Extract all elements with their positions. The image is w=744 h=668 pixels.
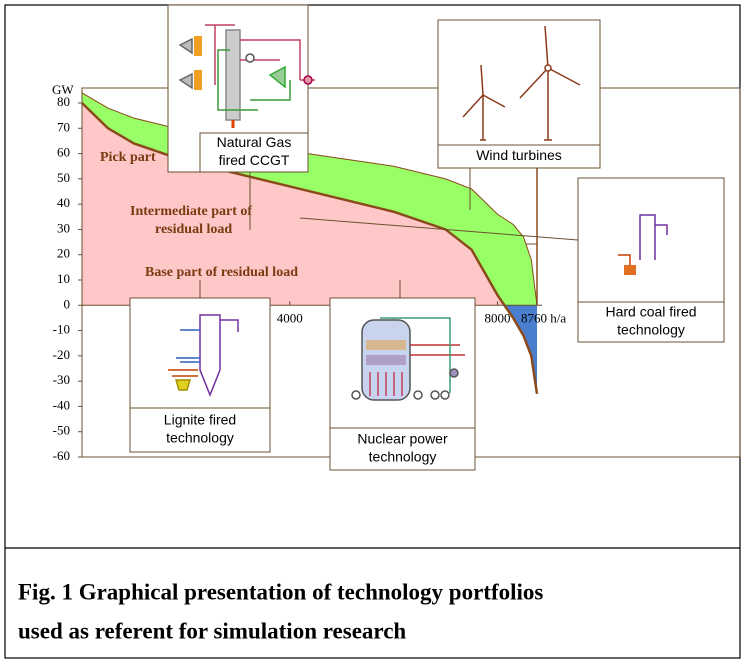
- annotation: Pick part: [100, 150, 156, 165]
- y-tick-label: -40: [53, 397, 70, 412]
- box-label: fired CCGT: [219, 152, 290, 168]
- y-tick-label: -60: [53, 448, 70, 463]
- y-tick-label: 0: [64, 296, 71, 311]
- y-tick-label: 30: [57, 220, 70, 235]
- box-label: Wind turbines: [476, 147, 562, 163]
- box-label: technology: [617, 322, 685, 338]
- x-tick-label: 8760 h/a: [521, 310, 566, 325]
- x-tick-label: 8000: [485, 310, 511, 325]
- annotation: Base part of residual load: [145, 265, 298, 280]
- box-label: Hard coal fired: [605, 304, 696, 320]
- tech-box: [438, 20, 600, 168]
- y-tick-label: 60: [57, 145, 70, 160]
- y-tick-label: 10: [57, 271, 70, 286]
- y-tick-label: 70: [57, 119, 70, 134]
- box-label: Natural Gas: [217, 134, 292, 150]
- caption: used as referent for simulation research: [18, 618, 406, 643]
- box-label: Nuclear power: [357, 431, 448, 447]
- figure: GW-60-50-40-30-20-1001020304050607080400…: [0, 0, 744, 663]
- y-tick-label: 80: [57, 94, 70, 109]
- caption: Fig. 1 Graphical presentation of technol…: [18, 579, 543, 604]
- y-tick-label: 20: [57, 246, 70, 261]
- y-tick-label: -20: [53, 347, 70, 362]
- y-tick-label: -50: [53, 423, 70, 438]
- y-tick-label: 40: [57, 195, 70, 210]
- box-label: technology: [369, 449, 437, 465]
- annotation: residual load: [155, 222, 232, 237]
- y-tick-label: -10: [53, 322, 70, 337]
- annotation: Intermediate part of: [130, 204, 252, 219]
- y-tick-label: 50: [57, 170, 70, 185]
- x-tick-label: 4000: [277, 310, 303, 325]
- box-label: technology: [166, 430, 234, 446]
- box-label: Lignite fired: [164, 412, 236, 428]
- y-tick-label: -30: [53, 372, 70, 387]
